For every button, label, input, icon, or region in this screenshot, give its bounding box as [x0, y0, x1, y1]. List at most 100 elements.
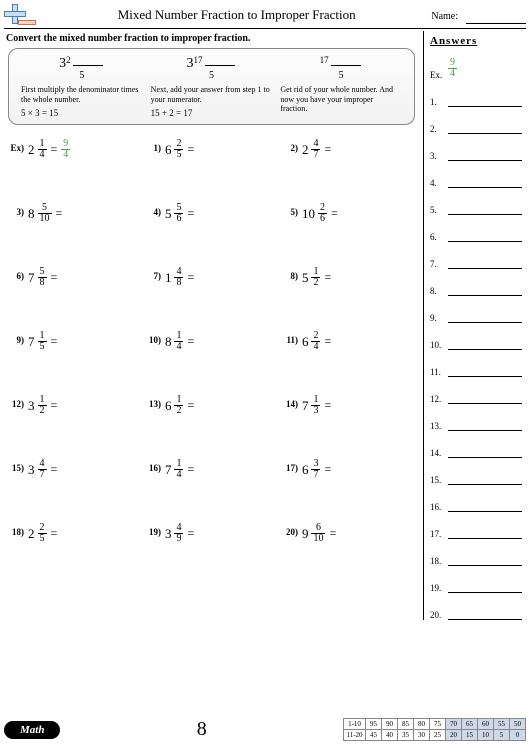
answer-row: 8. [430, 269, 522, 296]
answer-row-ex: Ex. 94 [430, 53, 522, 80]
problem-fraction: 8510= [28, 203, 66, 224]
problem-label: 6) [6, 267, 28, 281]
math-badge: Math [4, 721, 60, 739]
answer-blank [448, 313, 522, 323]
problem-label: 20) [280, 523, 302, 537]
problem: 18)225= [6, 517, 143, 581]
problem-fraction: 148= [165, 267, 198, 288]
problem-label: 1) [143, 139, 165, 153]
plus-minus-icon [4, 4, 36, 26]
problem: 19)349= [143, 517, 280, 581]
answer-row: 15. [430, 458, 522, 485]
problem-label: 11) [280, 331, 302, 345]
problem: 13)612= [143, 389, 280, 453]
problem: 15)347= [6, 453, 143, 517]
problem-fraction: 347= [28, 459, 61, 480]
problem: 6)758= [6, 261, 143, 325]
answer-row: 14. [430, 431, 522, 458]
problem: 4)556= [143, 197, 280, 261]
answer-blank [448, 286, 522, 296]
problem: 17)637= [280, 453, 417, 517]
problem-label: 8) [280, 267, 302, 281]
page-title: Mixed Number Fraction to Improper Fracti… [42, 7, 431, 23]
problem-label: Ex) [6, 139, 28, 153]
problem-fraction: 512= [302, 267, 335, 288]
problem-label: 19) [143, 523, 165, 537]
answer-blank [448, 232, 522, 242]
footer: Math 8 1-109590858075706560555011-204540… [4, 718, 526, 741]
answers-column: Answers Ex. 94 1.2.3.4.5.6.7.8.9.10.11.1… [424, 31, 522, 620]
answer-blank [448, 502, 522, 512]
answer-row: 10. [430, 323, 522, 350]
problem-label: 9) [6, 331, 28, 345]
answer-blank [448, 340, 522, 350]
problem-label: 5) [280, 203, 302, 217]
problem-label: 15) [6, 459, 28, 473]
problem-label: 18) [6, 523, 28, 537]
answer-row: 5. [430, 188, 522, 215]
problem-fraction: 247= [302, 139, 335, 160]
answer-blank [448, 475, 522, 485]
answer-blank [448, 178, 522, 188]
answer-row: 4. [430, 161, 522, 188]
answer-row: 2. [430, 107, 522, 134]
problem-fraction: 9610= [302, 523, 340, 544]
problem-fraction: 556= [165, 203, 198, 224]
example-step-2: 317 5 Next, add your answer from step 1 … [147, 55, 277, 118]
problems-grid: Ex)214=941)625=2)247=3)8510=4)556=5)1026… [4, 133, 419, 581]
answer-row: 18. [430, 539, 522, 566]
page-number: 8 [60, 718, 343, 741]
problem-label: 2) [280, 139, 302, 153]
answer-blank [448, 205, 522, 215]
problem: 9)715= [6, 325, 143, 389]
answer-blank [448, 448, 522, 458]
problem-label: 14) [280, 395, 302, 409]
problem: Ex)214=94 [6, 133, 143, 197]
answer-row: 1. [430, 80, 522, 107]
name-label: Name: [431, 11, 458, 22]
instruction-text: Convert the mixed number fraction to imp… [6, 33, 419, 44]
problem: 11)624= [280, 325, 417, 389]
problem-label: 12) [6, 395, 28, 409]
name-blank [466, 23, 526, 24]
example-box: 32 5 First multiply the denominator time… [8, 48, 415, 125]
answer-blank [448, 556, 522, 566]
header: Mixed Number Fraction to Improper Fracti… [4, 4, 526, 29]
problem-label: 4) [143, 203, 165, 217]
answer-row: 7. [430, 242, 522, 269]
worksheet-column: Convert the mixed number fraction to imp… [4, 31, 424, 620]
answer-row: 9. [430, 296, 522, 323]
answer-blank [448, 421, 522, 431]
problem-label: 7) [143, 267, 165, 281]
answer-row: 16. [430, 485, 522, 512]
example-step-3: 17 5 Get rid of your whole number. And n… [276, 55, 406, 118]
problem-fraction: 1026= [302, 203, 342, 224]
answer-row: 13. [430, 404, 522, 431]
problem: 1)625= [143, 133, 280, 197]
problem-fraction: 814= [165, 331, 198, 352]
answers-title: Answers [430, 35, 522, 47]
name-field: Name: [431, 6, 526, 24]
answer-blank [448, 151, 522, 161]
answer-blank [448, 394, 522, 404]
problem-label: 13) [143, 395, 165, 409]
worksheet-page: Mixed Number Fraction to Improper Fracti… [0, 0, 530, 749]
problem: 20)9610= [280, 517, 417, 581]
problem-fraction: 758= [28, 267, 61, 288]
example-step-1: 32 5 First multiply the denominator time… [17, 55, 147, 118]
problem-fraction: 612= [165, 395, 198, 416]
problem: 10)814= [143, 325, 280, 389]
answer-blank [448, 610, 522, 620]
answer-row: 11. [430, 350, 522, 377]
problem: 7)148= [143, 261, 280, 325]
answer-blank [448, 367, 522, 377]
problem-label: 16) [143, 459, 165, 473]
problem-fraction: 637= [302, 459, 335, 480]
problem-fraction: 625= [165, 139, 198, 160]
answer-ex-value: 94 [448, 58, 457, 80]
answer-row: 19. [430, 566, 522, 593]
problem-fraction: 349= [165, 523, 198, 544]
problem: 16)714= [143, 453, 280, 517]
answer-row: 6. [430, 215, 522, 242]
problem: 5)1026= [280, 197, 417, 261]
